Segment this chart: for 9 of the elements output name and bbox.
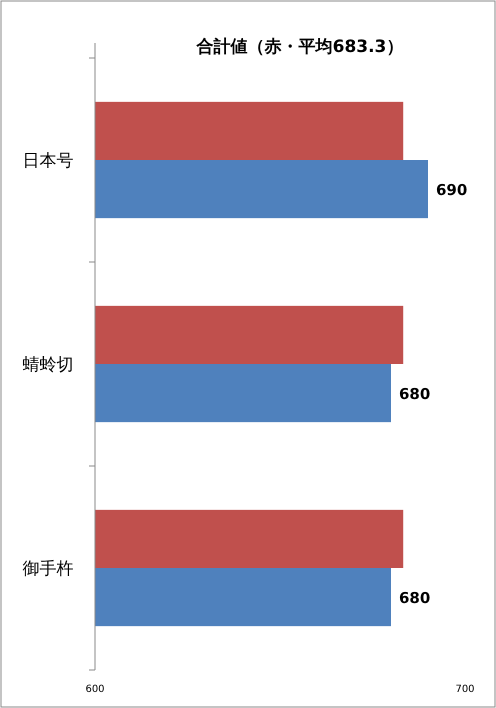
y-tick-label: 蜻蛉切 (22, 355, 74, 375)
y-tick-label: 日本号 (22, 151, 74, 171)
y-tick-label: 御手杵 (22, 559, 74, 579)
chart-title: 合計値（赤・平均683.3） (196, 37, 404, 57)
x-tick-label: 700 (455, 684, 475, 695)
data-label: 680 (399, 589, 430, 608)
data-label: 680 (399, 385, 430, 404)
data-label: 690 (436, 181, 468, 200)
x-tick-label: 600 (85, 684, 105, 695)
